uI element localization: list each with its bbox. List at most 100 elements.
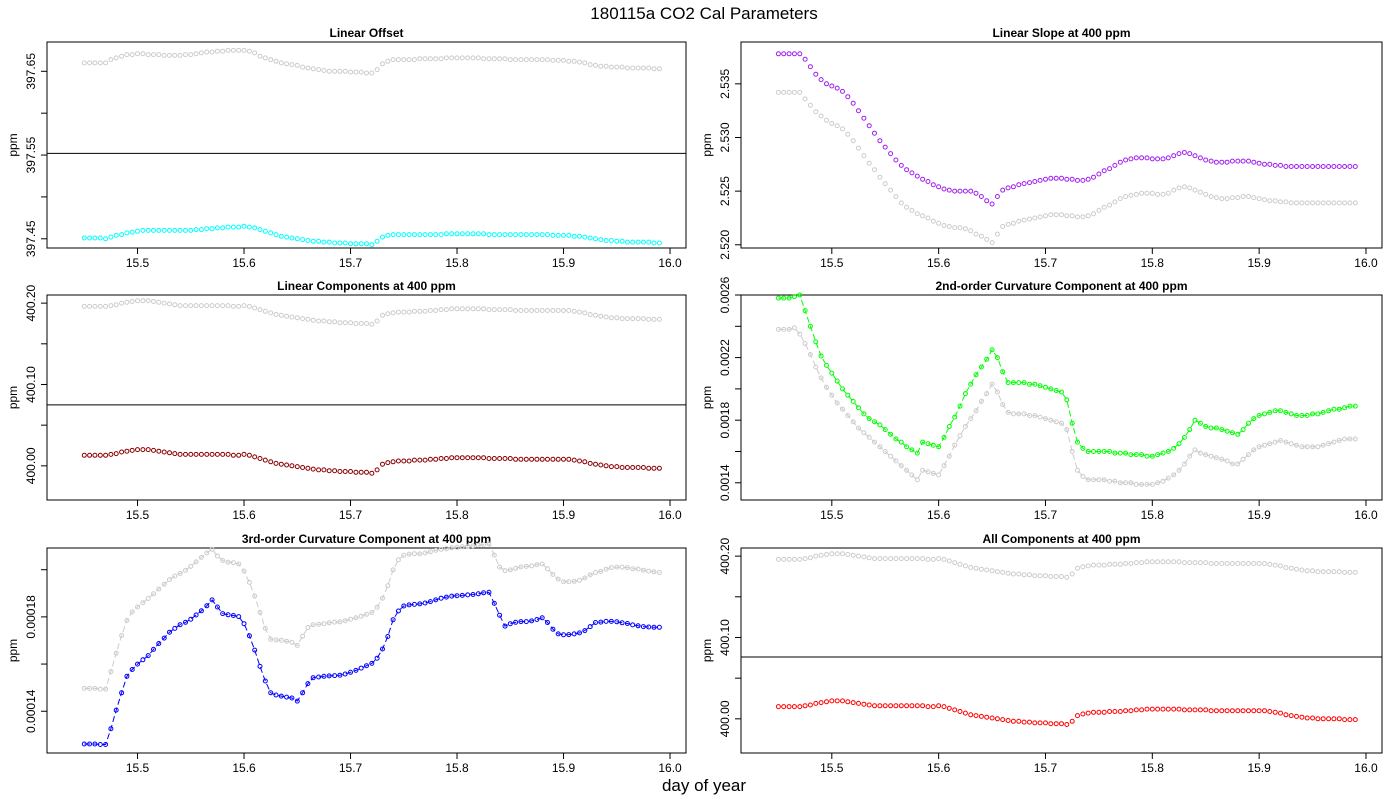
data-point — [952, 225, 958, 231]
data-point — [968, 416, 974, 422]
data-point — [1288, 441, 1294, 447]
data-point — [807, 64, 813, 70]
data-point — [183, 52, 188, 58]
data-point — [1208, 158, 1214, 164]
data-point — [172, 52, 178, 58]
data-point — [1000, 187, 1006, 193]
data-point — [1229, 195, 1235, 201]
data-point — [893, 194, 899, 199]
data-point — [470, 455, 476, 461]
data-point — [1096, 709, 1102, 715]
data-point — [385, 634, 391, 639]
data-point — [1326, 200, 1332, 206]
data-point — [989, 715, 995, 721]
data-point — [781, 326, 787, 332]
data-point — [978, 364, 984, 370]
data-point — [353, 469, 359, 475]
data-point — [978, 398, 984, 404]
data-point — [994, 355, 1000, 361]
data-point — [920, 439, 926, 445]
data-point — [300, 465, 306, 470]
data-point — [619, 465, 625, 470]
data-point — [1240, 561, 1246, 566]
data-point — [1294, 442, 1299, 448]
data-point — [656, 465, 662, 471]
data-point — [433, 232, 439, 238]
data-point — [797, 292, 803, 298]
data-point — [326, 319, 332, 325]
data-point — [1043, 416, 1048, 422]
data-point — [422, 600, 428, 606]
data-point — [300, 64, 306, 70]
data-point — [882, 427, 888, 433]
plot-frame — [740, 41, 1383, 249]
data-point — [268, 230, 274, 236]
data-point — [81, 60, 87, 66]
data-point — [161, 635, 167, 641]
data-point — [1176, 441, 1182, 447]
data-point — [1197, 707, 1203, 713]
data-point — [936, 444, 942, 450]
data-point — [1016, 182, 1022, 188]
data-point — [1171, 445, 1177, 451]
data-point — [619, 564, 625, 570]
data-point — [81, 452, 87, 458]
data-point — [380, 595, 385, 601]
data-point — [459, 544, 465, 550]
data-point — [593, 312, 598, 318]
data-point — [1256, 708, 1262, 714]
data-point — [1304, 413, 1310, 418]
data-point — [342, 618, 348, 624]
data-point — [807, 555, 813, 561]
data-point — [167, 301, 172, 307]
data-point — [486, 56, 492, 62]
data-point — [481, 455, 487, 461]
data-point — [856, 425, 861, 431]
data-point — [518, 564, 524, 570]
data-point — [140, 447, 146, 453]
x-tick-label: 15.6 — [927, 256, 951, 270]
data-point — [1235, 195, 1241, 201]
data-point — [1320, 569, 1326, 575]
data-point — [1123, 157, 1129, 163]
data-point — [1235, 708, 1241, 714]
data-point — [651, 465, 657, 471]
data-point — [1262, 442, 1267, 448]
data-point — [593, 570, 598, 575]
data-point — [818, 700, 824, 706]
data-point — [204, 226, 210, 232]
data-point — [834, 698, 840, 704]
data-point — [236, 561, 242, 567]
data-point — [507, 232, 513, 238]
x-tick-label: 15.8 — [445, 256, 469, 270]
data-point — [172, 227, 178, 233]
data-point — [882, 144, 888, 150]
data-point — [1272, 198, 1278, 204]
data-point — [571, 631, 577, 637]
data-point — [791, 556, 797, 562]
data-point — [214, 225, 220, 231]
data-point — [545, 566, 550, 572]
data-point — [390, 57, 396, 63]
data-point — [856, 553, 861, 559]
data-point — [640, 567, 646, 573]
data-point — [882, 449, 888, 454]
data-point — [513, 57, 519, 63]
data-point — [225, 451, 231, 457]
data-point — [135, 51, 140, 57]
data-point — [786, 556, 792, 562]
data-point — [518, 619, 524, 625]
data-point — [1192, 447, 1198, 453]
data-point — [807, 323, 813, 329]
data-point — [268, 636, 274, 642]
data-point — [1310, 568, 1316, 574]
data-point — [845, 131, 851, 137]
data-point — [427, 456, 433, 462]
series-1 — [775, 89, 1358, 246]
data-point — [1032, 179, 1038, 184]
data-point — [920, 467, 926, 473]
data-point — [946, 224, 952, 229]
data-point — [1155, 480, 1161, 486]
data-point — [656, 66, 662, 72]
data-point — [539, 232, 545, 238]
